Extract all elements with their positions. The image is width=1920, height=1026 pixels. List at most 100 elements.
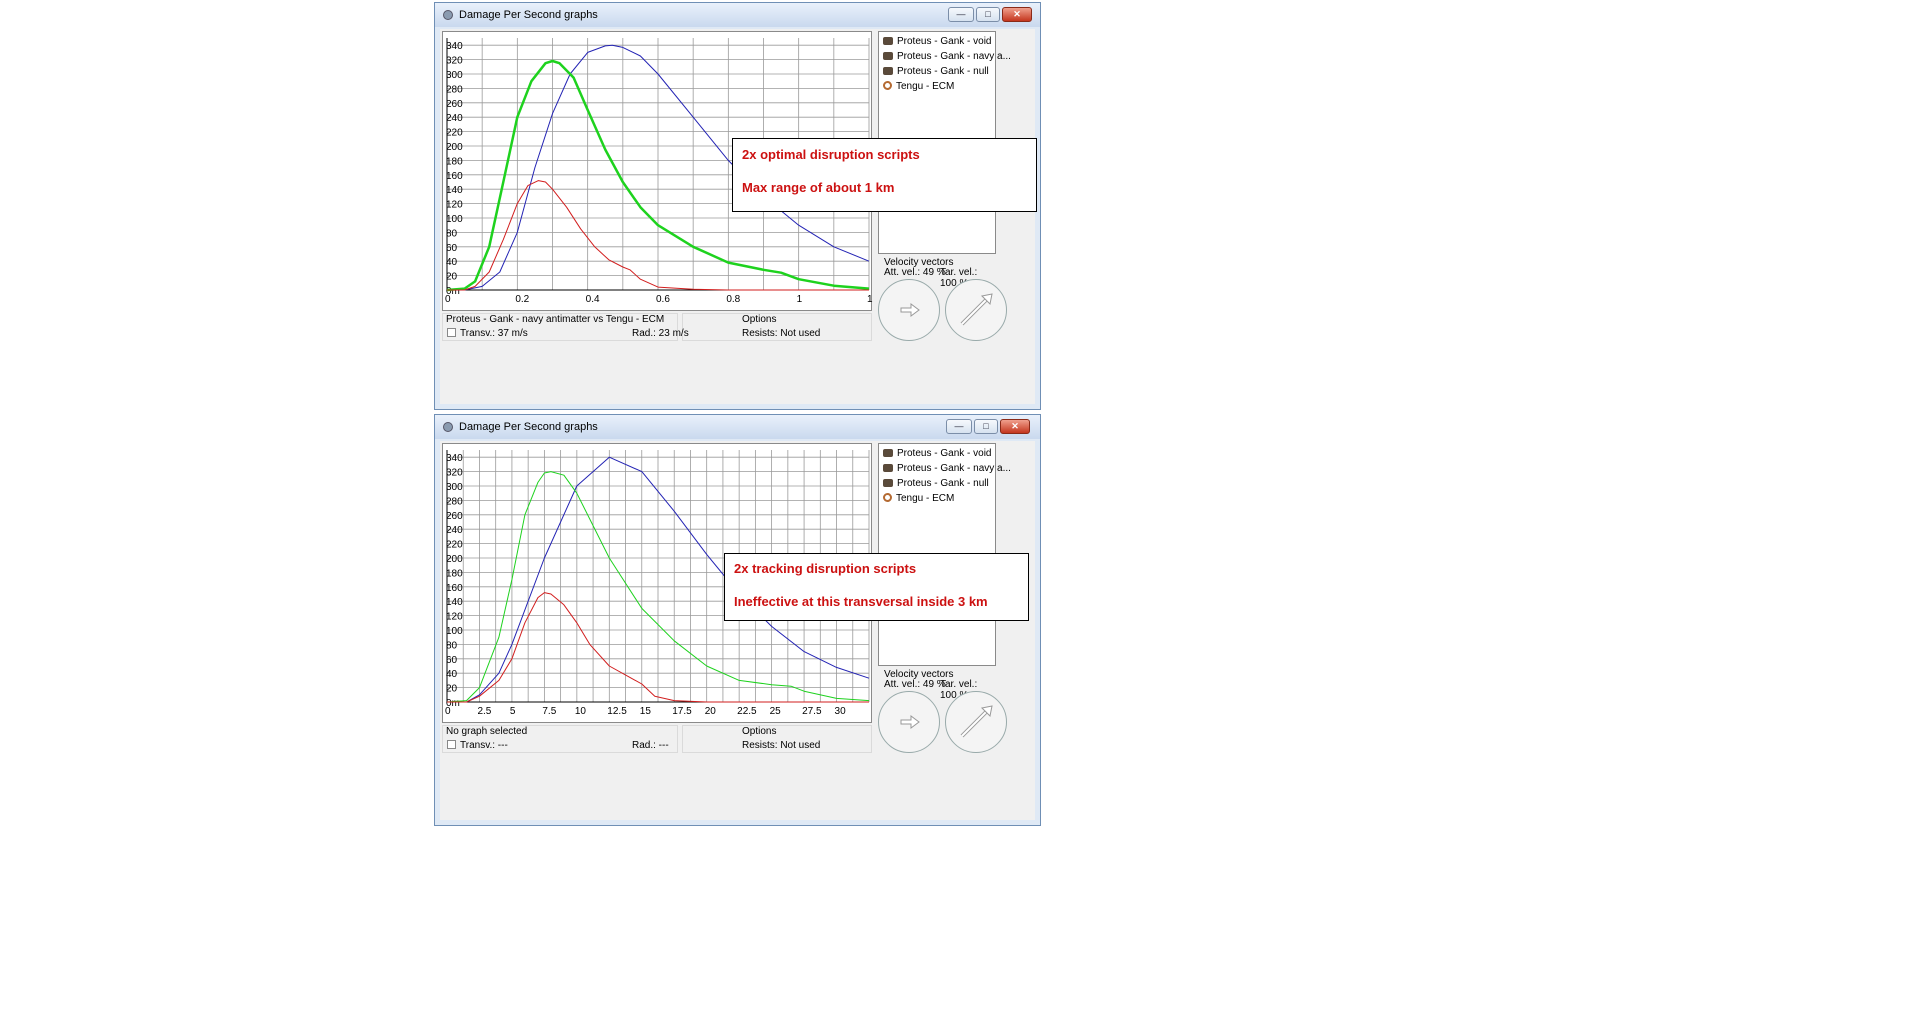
- x-tick-label: 10: [575, 706, 587, 717]
- legend-label: Proteus - Gank - navy a...: [897, 51, 1011, 62]
- series-line-null: [447, 180, 869, 291]
- selection-box: [442, 313, 678, 341]
- attacker-vector-dial[interactable]: [878, 279, 940, 341]
- window-client: 0m 20 40 60 80 100 120 140 160 180 200 220 240 260 280…: [440, 441, 1035, 820]
- legend-item-navy[interactable]: Proteus - Gank - navy a...: [883, 49, 1011, 64]
- velocity-vectors-panel: Velocity vectors Att. vel.: 49 % Tar. ve…: [878, 257, 1007, 341]
- y-tick-label: 180: [446, 568, 463, 579]
- legend-item-tengu[interactable]: Tengu - ECM: [883, 79, 995, 94]
- y-tick-label: 20: [446, 684, 458, 695]
- series-line-navy: [446, 59, 870, 292]
- ship-icon: [883, 449, 893, 457]
- selected-graph-label: Proteus - Gank - navy antimatter vs Teng…: [446, 314, 665, 325]
- legend-item-null[interactable]: Proteus - Gank - null: [883, 64, 995, 79]
- transversal-label: Transv.: ---: [460, 740, 508, 751]
- radial-label: Rad.: ---: [632, 740, 669, 751]
- selected-graph-label: No graph selected: [446, 726, 528, 737]
- y-tick-label: 60: [446, 655, 458, 666]
- x-tick-label: 0.2: [515, 294, 529, 305]
- y-tick-label: 280: [446, 84, 463, 95]
- annotation-optimal-disruption: 2x optimal disruption scripts Max range …: [732, 138, 1037, 212]
- right-arrow-icon: [900, 715, 920, 729]
- legend-item-void[interactable]: Proteus - Gank - void: [883, 446, 995, 461]
- y-tick-label: 160: [446, 583, 463, 594]
- maximize-button[interactable]: □: [976, 7, 1000, 22]
- x-tick-label: 12.5: [607, 706, 627, 717]
- ship-icon: [883, 67, 893, 75]
- transversal-checkbox[interactable]: [447, 740, 456, 749]
- x-tick-label: 7.5: [542, 706, 556, 717]
- y-tick-label: 280: [446, 496, 463, 507]
- x-tick-label: 20: [705, 706, 717, 717]
- ship-icon: [883, 37, 893, 45]
- minimize-button[interactable]: —: [946, 419, 972, 434]
- transversal-label: Transv.: 37 m/s: [460, 328, 528, 339]
- y-tick-label: 140: [446, 185, 463, 196]
- y-tick-label: 260: [446, 99, 463, 110]
- target-velocity-label: Tar. vel.: 100 %: [940, 679, 978, 701]
- title-bar[interactable]: Damage Per Second graphs — □ ✕: [435, 415, 1040, 439]
- legend-item-void[interactable]: Proteus - Gank - void: [883, 34, 995, 49]
- velocity-vectors-title: Velocity vectors: [884, 257, 954, 268]
- velocity-vectors-title: Velocity vectors: [884, 669, 954, 680]
- maximize-button[interactable]: □: [974, 419, 998, 434]
- minimize-button[interactable]: —: [948, 7, 974, 22]
- velocity-vectors-panel: Velocity vectors Att. vel.: 49 % Tar. ve…: [878, 669, 1007, 753]
- y-tick-label: 80: [446, 640, 458, 651]
- y-tick-label: 320: [446, 56, 463, 67]
- diagonal-arrow-icon: [960, 293, 993, 326]
- y-tick-label: 240: [446, 525, 463, 536]
- series-line-null: [447, 592, 869, 703]
- y-tick-label: 340: [446, 41, 463, 52]
- graph-info-bar: No graph selected Transv.: --- Rad.: ---…: [442, 725, 872, 753]
- y-tick-label: 120: [446, 612, 463, 623]
- y-tick-label: 300: [446, 482, 463, 493]
- legend-label: Proteus - Gank - void: [897, 36, 992, 47]
- y-tick-label: 120: [446, 200, 463, 211]
- series-line-navy: [446, 471, 870, 703]
- attacker-vector-dial[interactable]: [878, 691, 940, 753]
- x-tick-label: 0: [445, 706, 451, 717]
- transversal-checkbox[interactable]: [447, 328, 456, 337]
- graph-info-bar: Proteus - Gank - navy antimatter vs Teng…: [442, 313, 872, 341]
- window-title: Damage Per Second graphs: [459, 9, 598, 21]
- y-tick-label: 240: [446, 113, 463, 124]
- y-tick-label: 0m: [446, 286, 460, 297]
- x-tick-label: 1: [867, 294, 873, 305]
- resists-label: Resists: Not used: [742, 328, 821, 339]
- x-tick-label: 0.8: [726, 294, 740, 305]
- y-tick-label: 40: [446, 669, 458, 680]
- target-velocity-label: Tar. vel.: 100 %: [940, 267, 978, 289]
- dps-plot[interactable]: 0m 20 40 60 80 100 120 140 160 180 200 220 240 260 280…: [442, 443, 872, 723]
- title-bar[interactable]: Damage Per Second graphs — □ ✕: [435, 3, 1040, 27]
- y-tick-label: 0m: [446, 698, 460, 709]
- x-tick-label: 27.5: [802, 706, 822, 717]
- y-tick-label: 200: [446, 142, 463, 153]
- series-line-void: [447, 456, 870, 703]
- y-tick-label: 220: [446, 128, 463, 139]
- target-vector-dial[interactable]: [945, 691, 1007, 753]
- annotation-line-2: Max range of about 1 km: [742, 180, 895, 195]
- ship-icon: [883, 464, 893, 472]
- close-button[interactable]: ✕: [1002, 7, 1032, 22]
- legend-item-null[interactable]: Proteus - Gank - null: [883, 476, 995, 491]
- legend-item-tengu[interactable]: Tengu - ECM: [883, 491, 995, 506]
- close-button[interactable]: ✕: [1000, 419, 1030, 434]
- window-title: Damage Per Second graphs: [459, 421, 598, 433]
- target-vector-dial[interactable]: [945, 279, 1007, 341]
- y-tick-label: 60: [446, 243, 458, 254]
- x-tick-label: 0: [445, 294, 451, 305]
- y-tick-label: 180: [446, 156, 463, 167]
- y-tick-label: 340: [446, 453, 463, 464]
- annotation-line-2: Ineffective at this transversal inside 3…: [734, 594, 988, 609]
- diagonal-arrow-icon: [960, 705, 993, 738]
- x-tick-label: 5: [510, 706, 516, 717]
- tengu-icon: [883, 493, 892, 502]
- legend-label: Proteus - Gank - null: [897, 478, 989, 489]
- app-gear-icon: [443, 10, 453, 20]
- options-label: Options: [742, 314, 777, 325]
- legend-item-navy[interactable]: Proteus - Gank - navy a...: [883, 461, 1011, 476]
- x-tick-label: 22.5: [737, 706, 757, 717]
- y-tick-label: 160: [446, 171, 463, 182]
- annotation-line-1: 2x tracking disruption scripts: [734, 561, 917, 576]
